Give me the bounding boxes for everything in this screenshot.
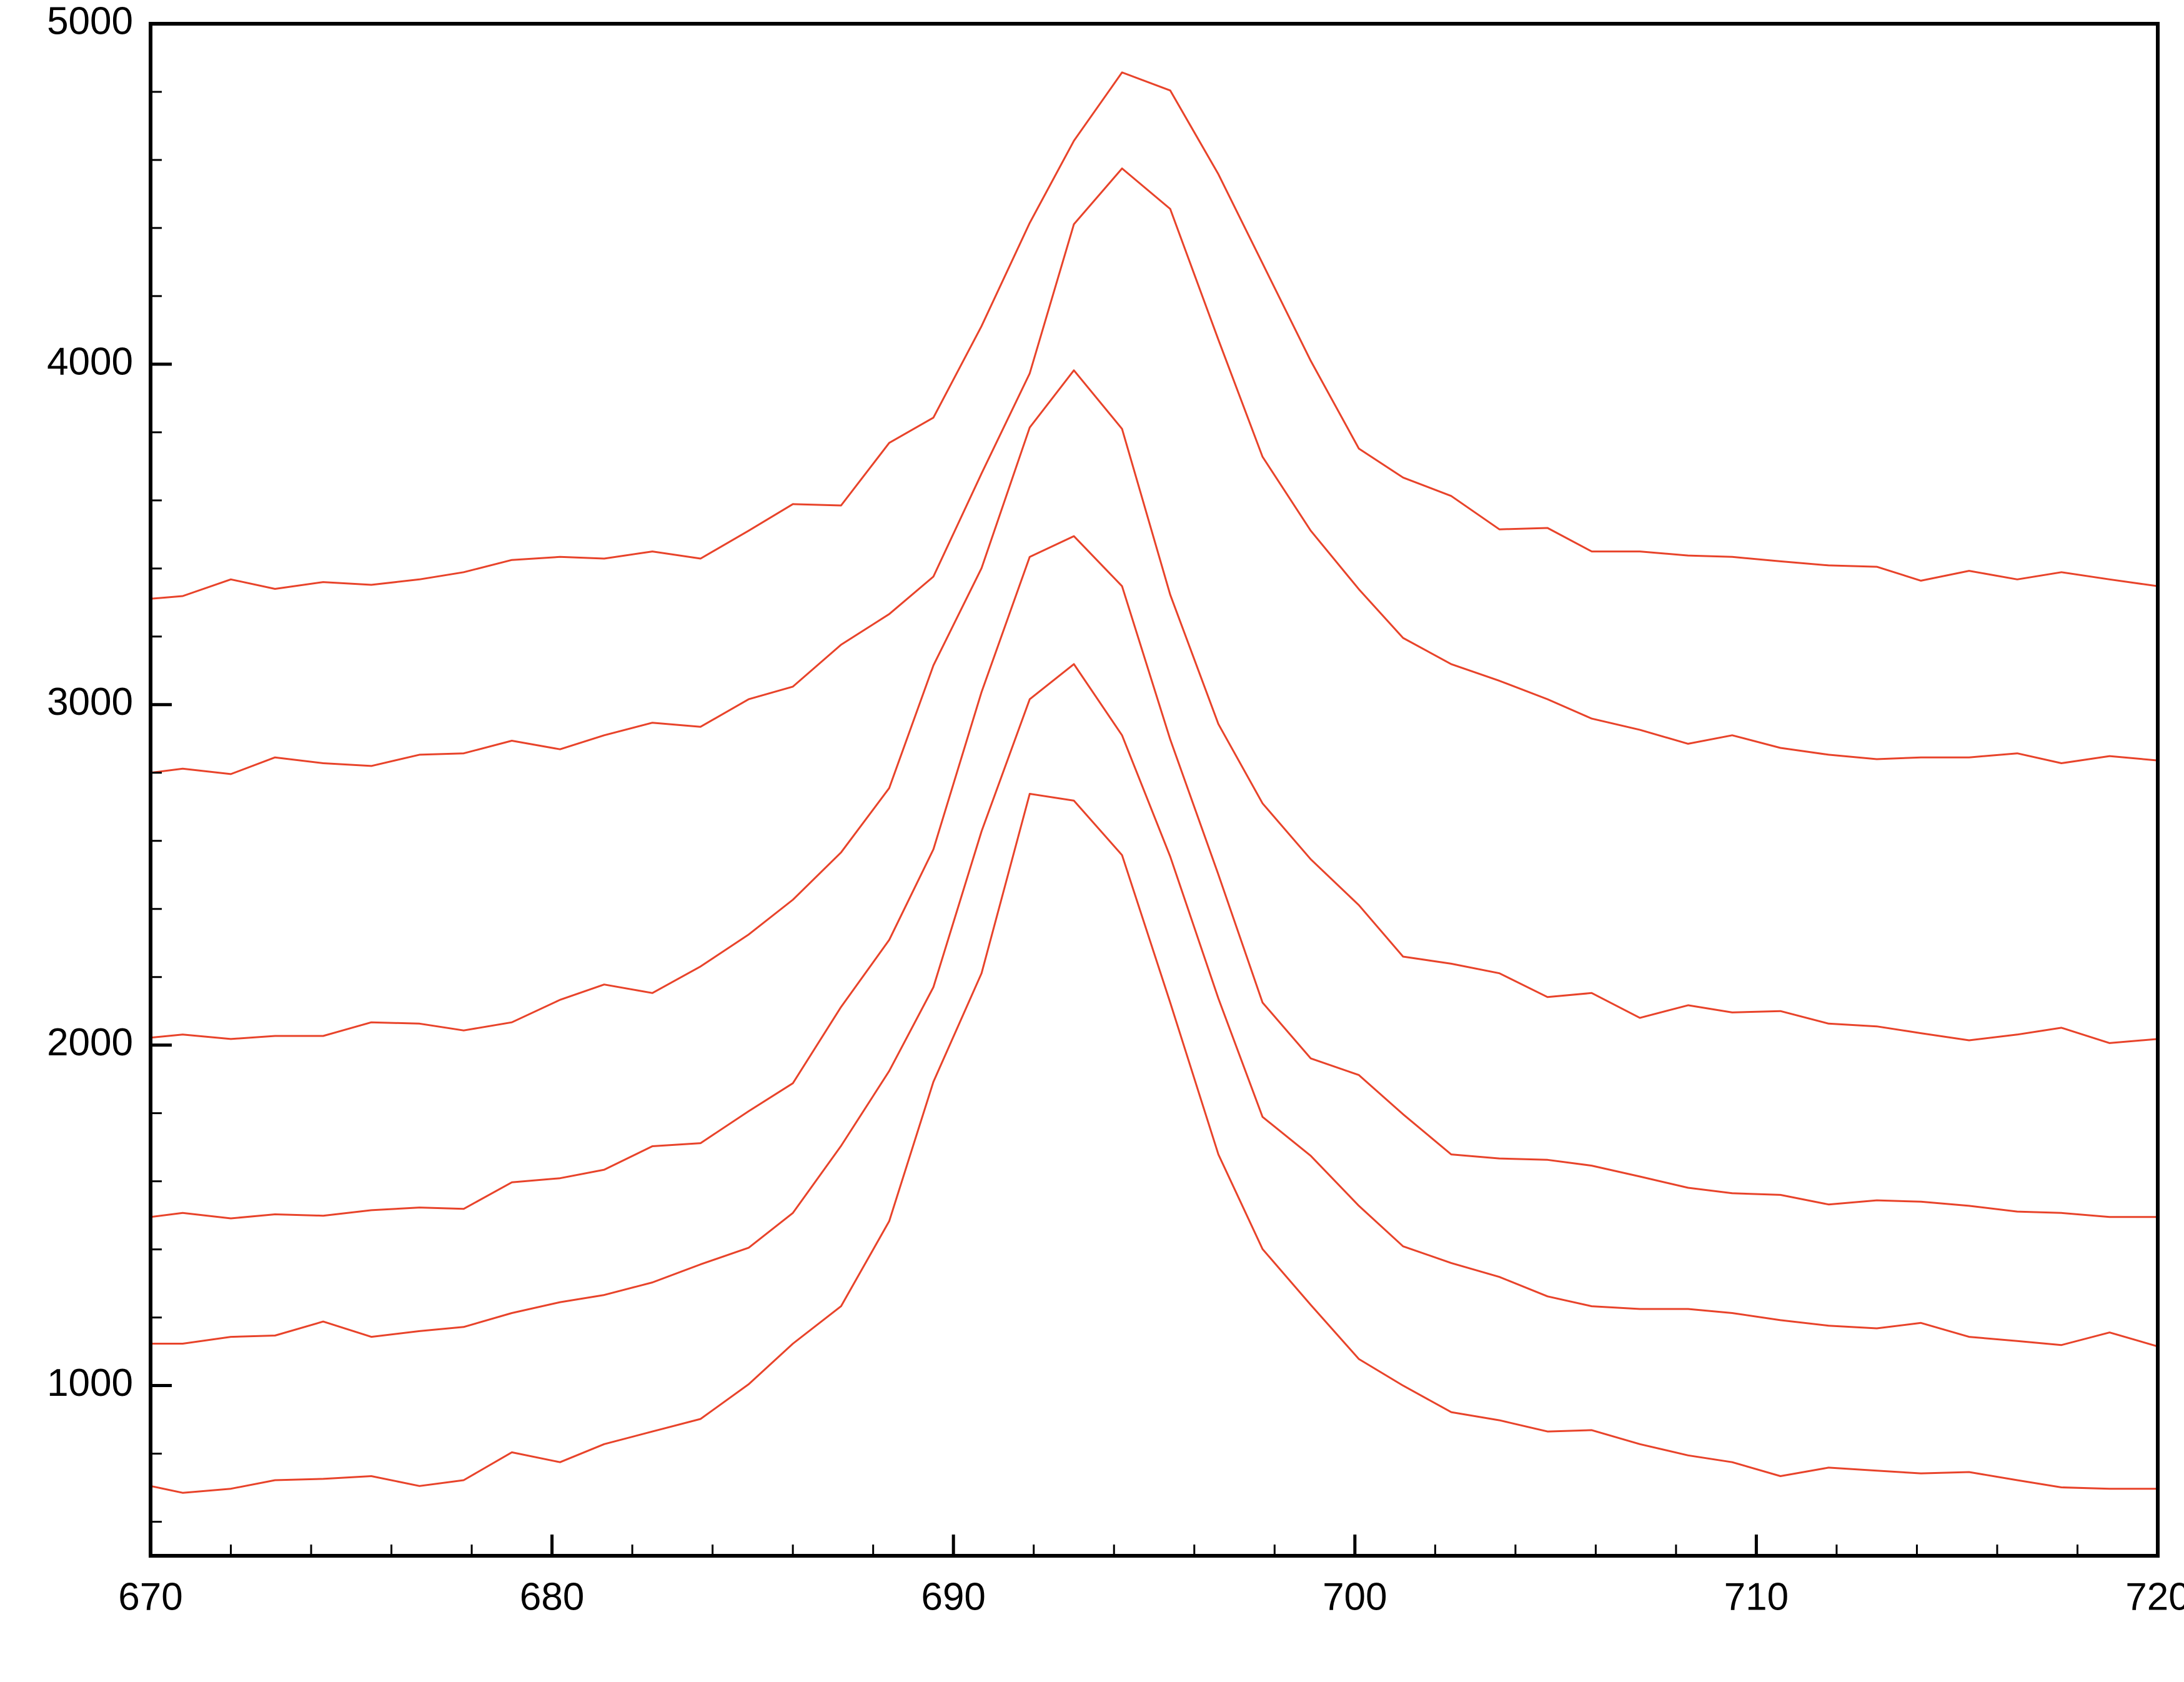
plot-frame — [149, 22, 2160, 1558]
series-line — [151, 71, 2158, 600]
series-line — [151, 663, 2158, 1348]
y-tick-label: 4000 — [47, 340, 133, 383]
series-line — [151, 167, 2158, 775]
x-tick-label: 690 — [921, 1575, 985, 1618]
y-tick-label: 5000 — [47, 0, 133, 42]
series-line — [151, 369, 2158, 1044]
plot-area — [151, 71, 2158, 1494]
x-tick-label: 700 — [1323, 1575, 1387, 1618]
series-line — [151, 793, 2158, 1494]
y-tick-label: 2000 — [47, 1021, 133, 1064]
series-line — [151, 535, 2158, 1220]
y-tick-label: 1000 — [47, 1361, 133, 1405]
x-tick-label: 670 — [118, 1575, 182, 1618]
x-tick-label: 720 — [2125, 1575, 2184, 1618]
y-tick-label: 3000 — [47, 680, 133, 724]
x-tick-label: 710 — [1724, 1575, 1789, 1618]
x-tick-label: 680 — [520, 1575, 584, 1618]
